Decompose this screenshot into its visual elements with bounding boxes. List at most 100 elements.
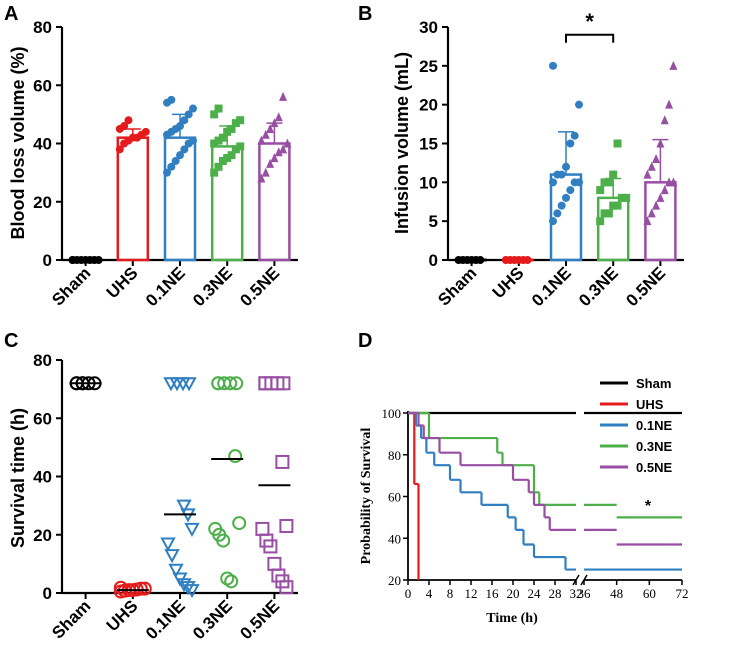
data-point: [647, 161, 656, 171]
y-tick-label: 0: [43, 251, 52, 270]
significance-label: *: [585, 9, 594, 34]
data-point: [228, 449, 243, 464]
legend-label: 0.3NE: [636, 439, 672, 454]
data-point: [218, 133, 227, 142]
data-point: [549, 61, 557, 70]
y-tick-label: 20: [33, 526, 52, 545]
x-tick-label: 20: [507, 586, 520, 601]
data-point: [115, 145, 124, 154]
panel-label-b: B: [358, 3, 372, 25]
data-point: [266, 123, 275, 133]
data-point: [214, 162, 223, 171]
y-tick-label: 30: [419, 18, 438, 37]
data-point: [133, 581, 148, 596]
y-tick-label: 80: [388, 448, 401, 463]
data-point: [575, 100, 583, 109]
x-tick-label: UHS: [103, 263, 142, 302]
data-point: [279, 580, 294, 595]
survival-curve-uhs: [408, 411, 420, 580]
data-point: [210, 168, 219, 177]
data-point: [167, 162, 176, 171]
data-point: [210, 110, 219, 119]
y-tick-label: 0: [429, 251, 438, 270]
data-point: [231, 119, 240, 128]
data-point: [549, 217, 557, 226]
data-point: [279, 91, 288, 101]
data-point: [600, 209, 609, 218]
data-point: [270, 153, 279, 163]
data-point: [549, 178, 557, 187]
data-point: [274, 147, 283, 157]
x-tick-label: UHS: [489, 263, 528, 302]
x-tick-label: Sham: [48, 263, 94, 309]
y-tick-label: 20: [388, 573, 401, 588]
data-point: [617, 193, 626, 202]
data-point: [261, 129, 270, 139]
data-point: [184, 110, 193, 119]
y-tick-label: 60: [33, 409, 52, 428]
data-point: [176, 151, 184, 160]
data-point: [184, 584, 200, 599]
data-point: [276, 376, 291, 391]
y-tick-label: 15: [419, 135, 438, 154]
data-point: [216, 533, 231, 548]
data-point: [570, 131, 579, 140]
data-point: [600, 178, 609, 187]
data-point: [255, 521, 270, 536]
data-point: [476, 256, 485, 264]
data-point: [180, 116, 189, 125]
legend-label: 0.1NE: [636, 418, 672, 433]
data-point: [180, 145, 189, 154]
data-point: [210, 139, 219, 148]
data-point: [566, 139, 575, 148]
x-tick-label: 0.3NE: [575, 263, 622, 310]
legend-label: Sham: [636, 376, 671, 391]
data-point: [656, 192, 665, 202]
y-tick-label: 5: [429, 212, 438, 231]
data-point: [164, 549, 180, 564]
significance-label: *: [645, 498, 652, 515]
y-tick-label: 20: [419, 96, 438, 115]
data-point: [557, 170, 566, 179]
y-tick-label: 100: [382, 406, 402, 421]
data-point: [94, 256, 103, 264]
data-point: [652, 154, 661, 164]
data-point: [665, 99, 674, 109]
x-tick-label: 0.5NE: [622, 263, 669, 310]
x-tick-label: 32: [570, 586, 583, 601]
data-point: [189, 136, 197, 145]
data-point: [258, 376, 273, 391]
panel-label-a: A: [4, 3, 18, 25]
y-tick-label: 60: [388, 490, 401, 505]
data-point: [283, 138, 292, 148]
x-tick-label: 36: [578, 586, 592, 601]
data-point: [562, 162, 570, 171]
data-point: [613, 201, 622, 210]
data-point: [596, 217, 605, 226]
legend-label: 0.5NE: [636, 460, 672, 475]
data-point: [656, 138, 665, 148]
x-tick-label: Sham: [434, 263, 480, 309]
data-point: [523, 256, 532, 264]
data-point: [176, 499, 192, 514]
bar: [116, 136, 150, 262]
data-point: [669, 177, 678, 187]
data-point: [604, 209, 613, 218]
x-tick-label: 0.5NE: [236, 263, 283, 310]
panel-c-chart: 0 20 40 60 80 Sham UHS 0.1NE 0.3NE 0.5NE: [33, 351, 298, 643]
panel-a-chart: 0 20 40 60 80 Sham UHS 0.1NE 0.3NE 0.5NE: [33, 18, 298, 310]
data-point: [224, 574, 239, 589]
data-point: [266, 158, 275, 168]
data-point: [232, 516, 247, 531]
x-tick-label: 0.1NE: [142, 263, 189, 310]
data-point: [223, 127, 232, 136]
data-point: [141, 127, 150, 136]
panel-b-chart: 0 5 10 15 20 25 30 Sham UHS 0.1NE 0.3NE 0.5NE *: [419, 9, 684, 310]
data-point: [229, 376, 244, 391]
x-tick-label: 8: [447, 586, 454, 601]
data-point: [257, 173, 266, 183]
data-point: [279, 144, 288, 154]
data-point: [113, 580, 128, 595]
panel-label-d: D: [358, 330, 372, 352]
data-point: [171, 156, 180, 165]
